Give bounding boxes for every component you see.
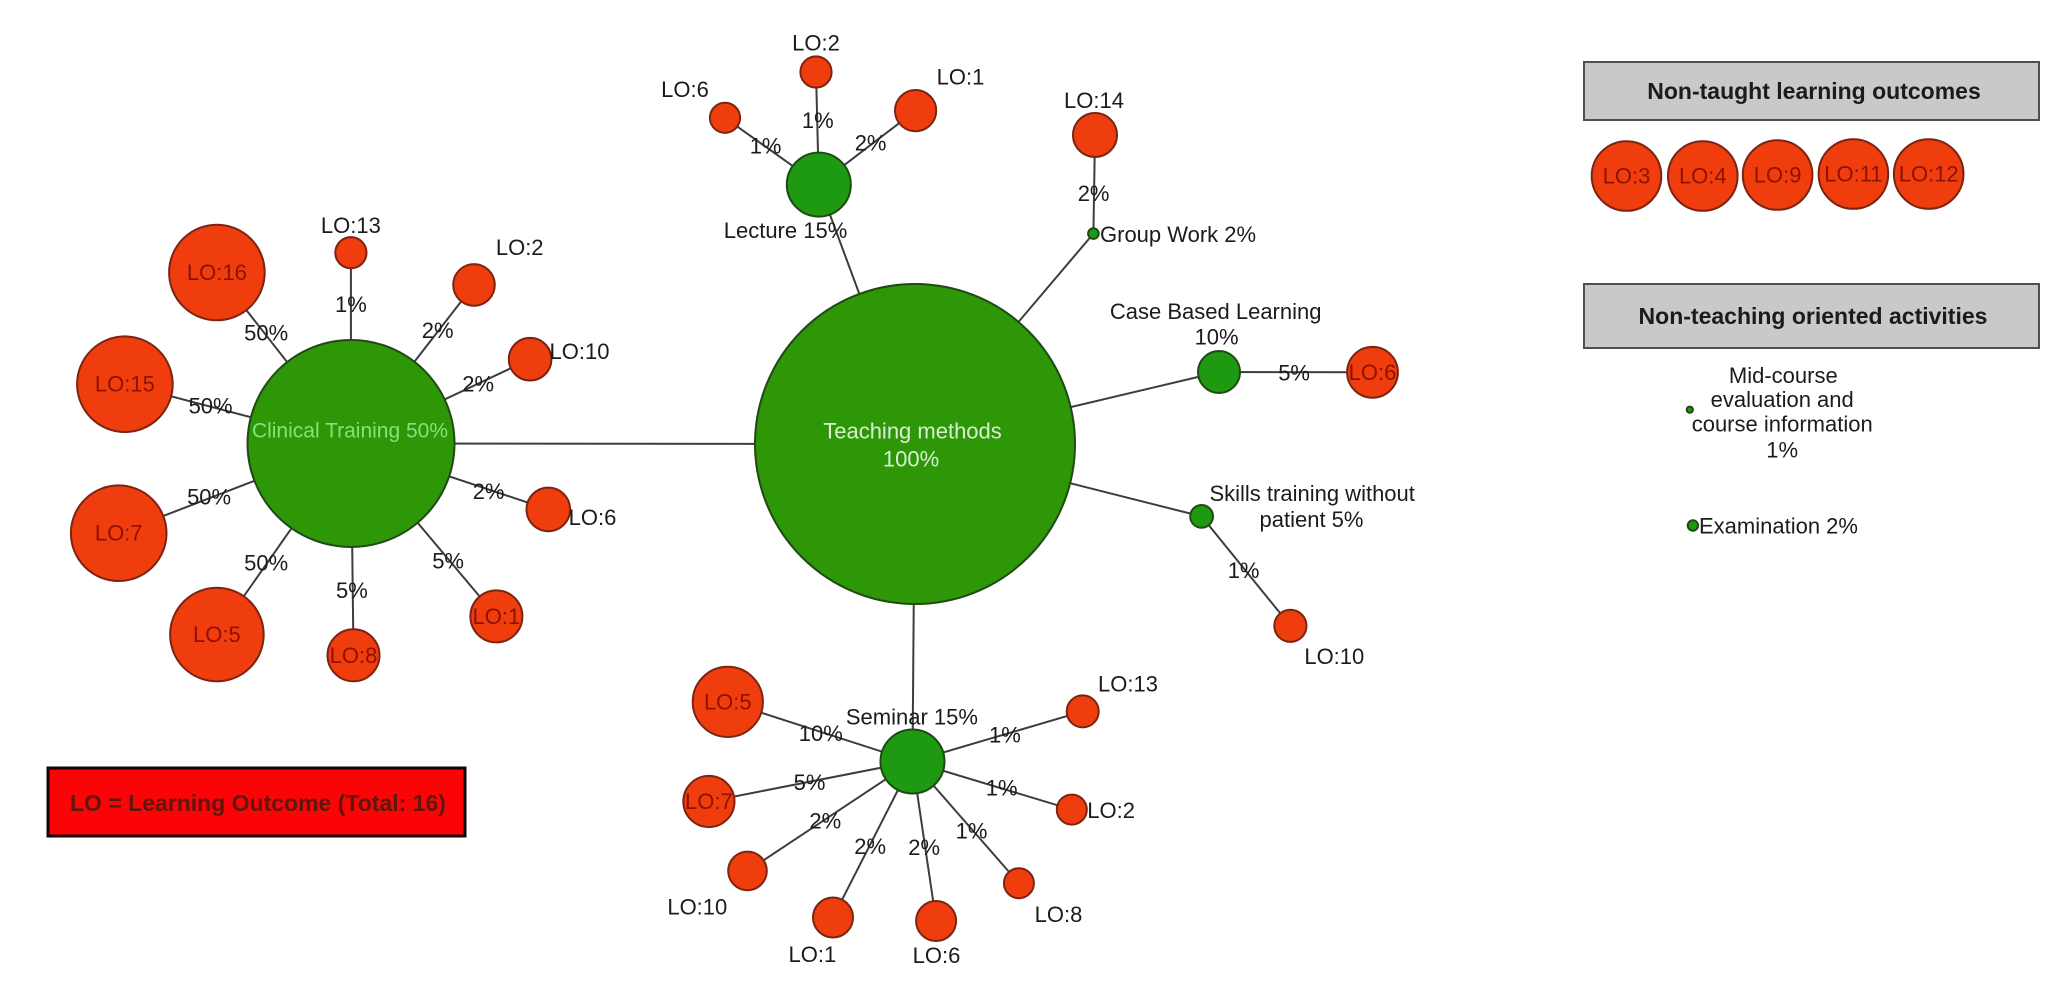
- svg-text:Lecture 15%: Lecture 15%: [724, 218, 848, 243]
- svg-text:10%: 10%: [1195, 325, 1239, 350]
- svg-text:LO:8: LO:8: [1035, 902, 1083, 927]
- svg-text:LO:10: LO:10: [1304, 644, 1364, 669]
- svg-text:LO:4: LO:4: [1679, 164, 1727, 189]
- svg-text:LO:2: LO:2: [496, 235, 544, 260]
- svg-text:1%: 1%: [956, 818, 988, 843]
- svg-text:50%: 50%: [244, 321, 288, 346]
- svg-text:LO:6: LO:6: [569, 505, 617, 530]
- svg-text:LO:13: LO:13: [1098, 672, 1158, 697]
- svg-text:LO:7: LO:7: [685, 789, 733, 814]
- svg-text:LO:13: LO:13: [321, 213, 381, 238]
- svg-text:LO:6: LO:6: [661, 77, 709, 102]
- svg-text:1%: 1%: [802, 108, 834, 133]
- svg-text:LO:10: LO:10: [667, 895, 727, 920]
- svg-text:course information: course information: [1692, 412, 1873, 437]
- svg-text:Mid-course: Mid-course: [1729, 363, 1838, 388]
- svg-text:Clinical Training 50%: Clinical Training 50%: [252, 420, 448, 443]
- svg-text:Teaching methods: Teaching methods: [823, 419, 1002, 444]
- svg-text:LO:1: LO:1: [937, 64, 985, 89]
- svg-text:Skills training without: Skills training without: [1209, 481, 1414, 506]
- svg-text:LO:15: LO:15: [95, 372, 155, 397]
- svg-text:Group Work 2%: Group Work 2%: [1100, 222, 1256, 247]
- svg-text:Seminar 15%: Seminar 15%: [846, 705, 978, 730]
- svg-text:Examination 2%: Examination 2%: [1699, 514, 1858, 539]
- svg-text:LO:10: LO:10: [550, 339, 610, 364]
- svg-text:50%: 50%: [244, 550, 288, 575]
- svg-text:LO:7: LO:7: [95, 521, 143, 546]
- svg-text:100%: 100%: [883, 447, 939, 472]
- svg-text:50%: 50%: [189, 394, 233, 419]
- svg-text:1%: 1%: [750, 133, 782, 158]
- svg-text:LO:1: LO:1: [473, 604, 521, 629]
- svg-text:LO:14: LO:14: [1064, 88, 1124, 113]
- svg-text:Non-teaching oriented activiti: Non-teaching oriented activities: [1639, 303, 1988, 329]
- svg-text:patient 5%: patient 5%: [1260, 507, 1364, 532]
- svg-text:2%: 2%: [855, 131, 887, 156]
- svg-text:LO:6: LO:6: [1349, 360, 1397, 385]
- svg-text:Case Based Learning: Case Based Learning: [1110, 299, 1322, 324]
- svg-text:1%: 1%: [989, 723, 1021, 748]
- svg-text:2%: 2%: [462, 372, 494, 397]
- svg-text:LO:3: LO:3: [1603, 164, 1651, 189]
- svg-text:2%: 2%: [908, 835, 940, 860]
- svg-text:LO:5: LO:5: [704, 689, 752, 714]
- svg-text:5%: 5%: [336, 578, 368, 603]
- svg-text:evaluation and: evaluation and: [1711, 387, 1854, 412]
- svg-text:5%: 5%: [794, 770, 826, 795]
- svg-text:5%: 5%: [432, 548, 464, 573]
- svg-text:LO:1: LO:1: [789, 942, 837, 967]
- svg-text:5%: 5%: [1278, 361, 1310, 386]
- svg-text:1%: 1%: [986, 775, 1018, 800]
- svg-text:LO:8: LO:8: [330, 643, 378, 668]
- svg-text:1%: 1%: [1766, 438, 1798, 463]
- svg-text:10%: 10%: [799, 721, 843, 746]
- svg-text:2%: 2%: [473, 479, 505, 504]
- svg-text:1%: 1%: [1228, 558, 1260, 583]
- svg-text:LO:11: LO:11: [1824, 162, 1882, 187]
- svg-text:2%: 2%: [422, 318, 454, 343]
- svg-text:Non-taught learning outcomes: Non-taught learning outcomes: [1647, 78, 1981, 104]
- svg-text:2%: 2%: [1078, 181, 1110, 206]
- svg-text:LO:6: LO:6: [913, 943, 961, 968]
- svg-text:LO:9: LO:9: [1754, 163, 1802, 188]
- svg-text:LO:5: LO:5: [193, 622, 241, 647]
- svg-text:LO:12: LO:12: [1899, 162, 1959, 187]
- svg-text:LO:16: LO:16: [187, 260, 247, 285]
- svg-text:LO = Learning Outcome (Total:: LO = Learning Outcome (Total: 16): [70, 790, 446, 816]
- svg-text:2%: 2%: [809, 808, 841, 833]
- svg-text:LO:2: LO:2: [1087, 798, 1135, 823]
- svg-text:1%: 1%: [335, 292, 367, 317]
- svg-text:2%: 2%: [854, 834, 886, 859]
- svg-text:LO:2: LO:2: [792, 31, 840, 56]
- svg-text:50%: 50%: [187, 484, 231, 509]
